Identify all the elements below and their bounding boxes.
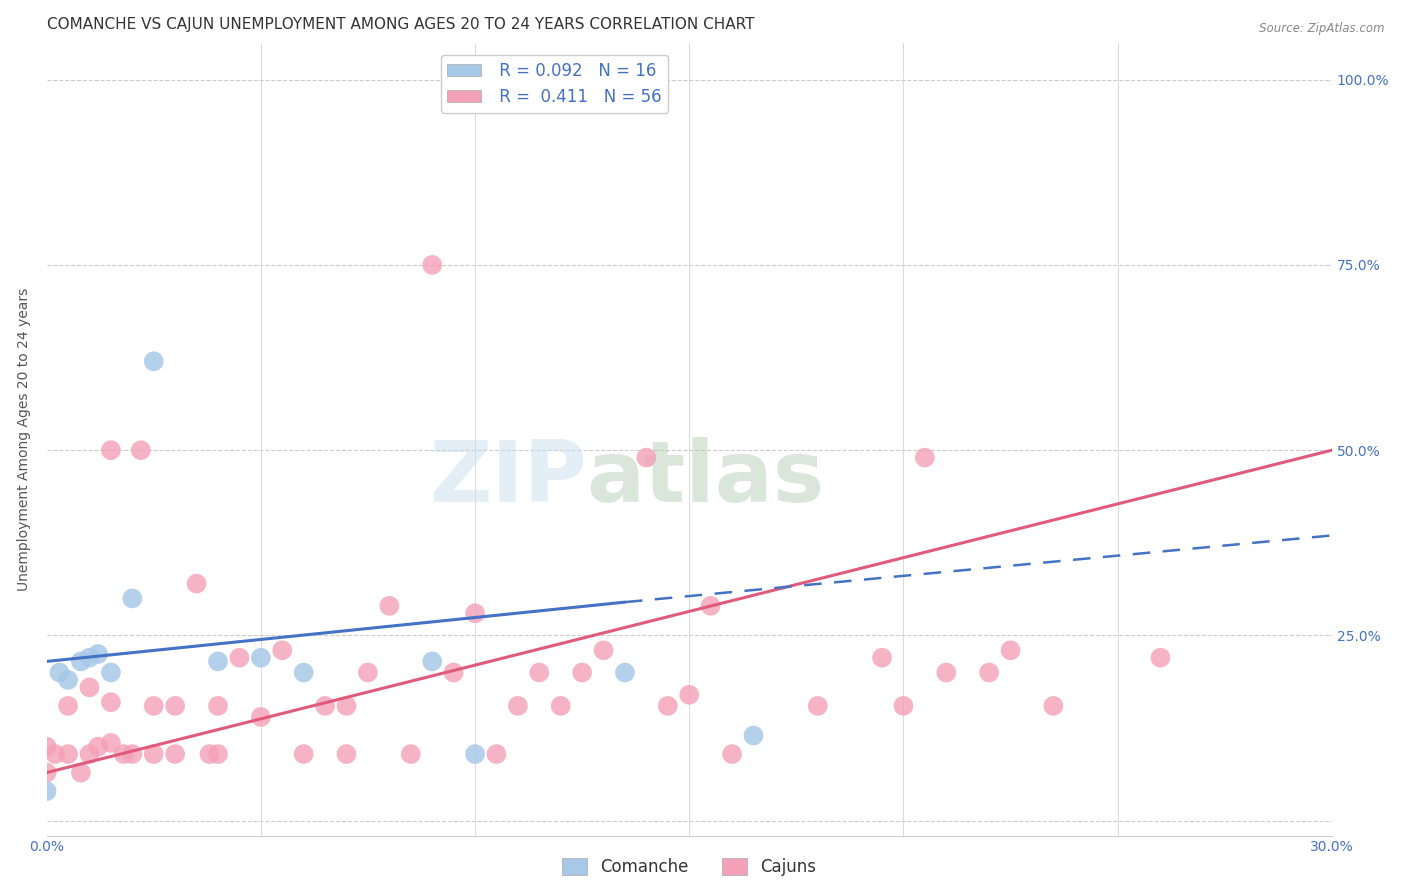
Point: [100, 695, 122, 709]
Point: [207, 654, 229, 668]
Y-axis label: Unemployment Among Ages 20 to 24 years: Unemployment Among Ages 20 to 24 years: [17, 287, 31, 591]
Point: [121, 591, 143, 606]
Text: atlas: atlas: [586, 437, 825, 520]
Point: [56, 673, 79, 687]
Point: [165, 698, 187, 713]
Point: [314, 698, 336, 713]
Point: [721, 747, 744, 761]
Point: [56, 698, 79, 713]
Text: ZIP: ZIP: [429, 437, 586, 520]
Point: [1149, 650, 1171, 665]
Point: [129, 443, 152, 458]
Point: [207, 747, 229, 761]
Point: [399, 747, 422, 761]
Point: [420, 654, 443, 668]
Point: [35, 784, 58, 798]
Text: Source: ZipAtlas.com: Source: ZipAtlas.com: [1260, 22, 1385, 36]
Point: [142, 747, 165, 761]
Point: [121, 747, 143, 761]
Point: [292, 747, 315, 761]
Point: [420, 258, 443, 272]
Point: [271, 643, 294, 657]
Point: [506, 698, 529, 713]
Point: [699, 599, 721, 613]
Point: [207, 698, 229, 713]
Point: [198, 747, 221, 761]
Point: [636, 450, 658, 465]
Point: [250, 710, 273, 724]
Point: [79, 681, 101, 695]
Point: [807, 698, 830, 713]
Point: [550, 698, 572, 713]
Point: [228, 650, 250, 665]
Point: [186, 576, 208, 591]
Point: [100, 736, 122, 750]
Point: [48, 665, 70, 680]
Point: [142, 354, 165, 368]
Point: [464, 606, 486, 620]
Point: [571, 665, 593, 680]
Point: [100, 443, 122, 458]
Point: [464, 747, 486, 761]
Point: [335, 698, 357, 713]
Point: [657, 698, 679, 713]
Point: [443, 665, 465, 680]
Point: [357, 665, 380, 680]
Point: [485, 747, 508, 761]
Point: [87, 739, 110, 754]
Point: [678, 688, 700, 702]
Point: [378, 599, 401, 613]
Point: [79, 747, 101, 761]
Point: [87, 647, 110, 661]
Point: [935, 665, 957, 680]
Point: [1042, 698, 1064, 713]
Point: [100, 665, 122, 680]
Point: [56, 747, 79, 761]
Point: [292, 665, 315, 680]
Point: [893, 698, 915, 713]
Point: [979, 665, 1001, 680]
Point: [70, 765, 93, 780]
Point: [44, 747, 66, 761]
Point: [914, 450, 936, 465]
Point: [142, 698, 165, 713]
Point: [35, 765, 58, 780]
Point: [79, 650, 101, 665]
Point: [870, 650, 893, 665]
Legend: Comanche, Cajuns: Comanche, Cajuns: [555, 851, 823, 883]
Point: [112, 747, 135, 761]
Point: [614, 665, 637, 680]
Point: [529, 665, 551, 680]
Point: [165, 747, 187, 761]
Point: [335, 747, 357, 761]
Point: [592, 643, 614, 657]
Text: COMANCHE VS CAJUN UNEMPLOYMENT AMONG AGES 20 TO 24 YEARS CORRELATION CHART: COMANCHE VS CAJUN UNEMPLOYMENT AMONG AGE…: [46, 17, 754, 32]
Point: [742, 729, 765, 743]
Point: [250, 650, 273, 665]
Point: [35, 739, 58, 754]
Point: [70, 654, 93, 668]
Point: [1000, 643, 1022, 657]
